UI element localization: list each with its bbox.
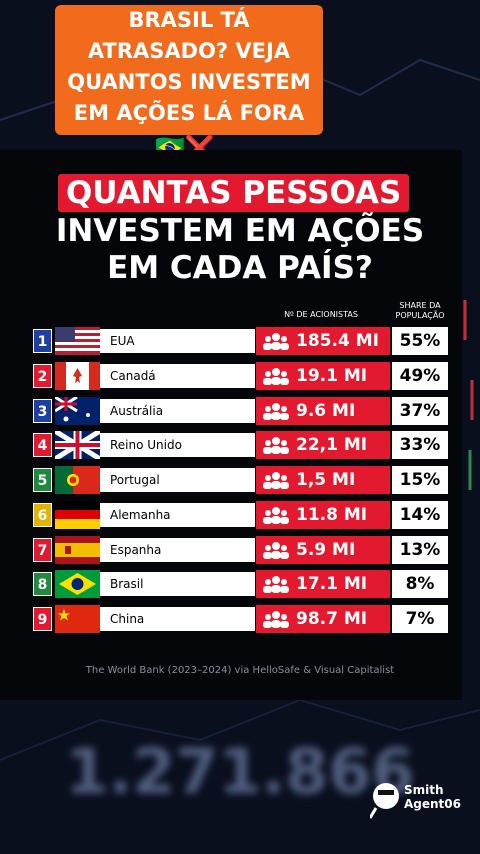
- shareholders-value: 1,5 MI: [296, 470, 356, 490]
- rank: 3: [33, 398, 52, 423]
- rank: 4: [33, 433, 52, 458]
- flag: [55, 327, 100, 355]
- watermark-line: Smith: [404, 783, 444, 797]
- title-line: EM CADA PAÍS?: [107, 250, 373, 286]
- watermark: Smith Agent06: [404, 783, 461, 811]
- table-row: 6 Alemanha 11.8 MI 14%: [33, 500, 449, 529]
- shareholders-value: 17.1 MI: [296, 574, 368, 595]
- shareholders: 17.1 MI: [256, 570, 390, 599]
- flag: [55, 466, 100, 494]
- column-header: Nº DE ACIONISTAS: [284, 310, 358, 319]
- shareholders: 185.4 MI: [256, 327, 390, 355]
- promo-line: ATRASADO? VEJA: [87, 39, 291, 63]
- watermark-icon: [370, 783, 399, 819]
- flag: [55, 500, 100, 529]
- country: Reino Unido: [100, 433, 255, 458]
- shareholders-value: 22,1 MI: [296, 435, 368, 456]
- people-icon: [263, 506, 289, 524]
- country: Brasil: [100, 572, 255, 597]
- promo-box: BRASIL TÁ ATRASADO? VEJA QUANTOS INVESTE…: [55, 5, 323, 135]
- rank: 5: [33, 468, 52, 492]
- country: Canadá: [100, 363, 255, 388]
- table-row: 2 Canadá 19.1 MI 49%: [33, 361, 449, 390]
- watermark-line: Agent06: [404, 797, 461, 811]
- country: EUA: [100, 329, 255, 353]
- population-share: 33%: [392, 431, 448, 460]
- promo-line: QUANTOS INVESTEM: [67, 70, 311, 94]
- shareholders-value: 19.1 MI: [296, 365, 368, 386]
- population-share: 55%: [392, 327, 448, 355]
- shareholders-value: 5.9 MI: [296, 539, 356, 560]
- population-share: 37%: [392, 396, 448, 425]
- shareholders: 1,5 MI: [256, 466, 390, 494]
- country: China: [100, 607, 255, 631]
- population-share: 14%: [392, 500, 448, 529]
- column-header: POPULAÇÃO: [395, 311, 445, 320]
- shareholders: 22,1 MI: [256, 431, 390, 460]
- country: Portugal: [100, 468, 255, 492]
- rank: 8: [33, 572, 52, 597]
- table-row: 3 Austrália 9.6 MI 37%: [33, 396, 449, 425]
- promo-line: EM AÇÕES LÁ FORA: [73, 101, 305, 125]
- country: Austrália: [100, 398, 255, 423]
- rank: 6: [33, 502, 52, 527]
- shareholders: 11.8 MI: [256, 500, 390, 529]
- table-row: 1 EUA 185.4 MI 55%: [33, 327, 449, 355]
- rank: 9: [33, 607, 52, 631]
- people-icon: [263, 541, 289, 559]
- country: Espanha: [100, 537, 255, 562]
- flag: [55, 535, 100, 564]
- shareholders: 19.1 MI: [256, 361, 390, 390]
- population-share: 15%: [392, 466, 448, 494]
- shareholders: 5.9 MI: [256, 535, 390, 564]
- people-icon: [263, 472, 289, 489]
- source: The World Bank (2023–2024) via HelloSafe…: [85, 665, 395, 676]
- table-row: 8 Brasil 17.1 MI 8%: [33, 570, 449, 599]
- flag: [55, 605, 100, 633]
- people-icon: [263, 402, 289, 420]
- table-row: 4 Reino Unido 22,1 MI 33%: [33, 431, 449, 460]
- people-icon: [263, 611, 289, 628]
- table-row: 9 China 98.7 MI 7%: [33, 605, 449, 633]
- flag: [55, 570, 100, 599]
- people-icon: [263, 576, 289, 594]
- flag: [55, 361, 100, 390]
- column-header: SHARE DA: [399, 301, 441, 310]
- population-share: 8%: [392, 570, 448, 599]
- flag: [55, 396, 100, 425]
- country: Alemanha: [100, 502, 255, 527]
- rank: 1: [33, 329, 52, 353]
- people-icon: [263, 437, 289, 455]
- people-icon: [263, 333, 289, 350]
- population-share: 49%: [392, 361, 448, 390]
- table-row: 7 Espanha 5.9 MI 13%: [33, 535, 449, 564]
- shareholders: 98.7 MI: [256, 605, 390, 633]
- population-share: 7%: [392, 605, 448, 633]
- title-highlight: QUANTAS PESSOAS: [58, 174, 410, 212]
- promo-line: BRASIL TÁ: [128, 8, 250, 32]
- shareholders-value: 11.8 MI: [296, 504, 368, 525]
- population-share: 13%: [392, 535, 448, 564]
- flag: [55, 431, 100, 460]
- rank: 7: [33, 537, 52, 562]
- title-line: INVESTEM EM AÇÕES: [55, 213, 425, 249]
- shareholders: 9.6 MI: [256, 396, 390, 425]
- shareholders-value: 9.6 MI: [296, 400, 356, 421]
- background-number: 1.271.866: [65, 735, 415, 808]
- people-icon: [263, 367, 289, 385]
- shareholders-value: 185.4 MI: [296, 331, 379, 351]
- shareholders-value: 98.7 MI: [296, 609, 368, 629]
- table-row: 5 Portugal 1,5 MI 15%: [33, 466, 449, 494]
- rank: 2: [33, 363, 52, 388]
